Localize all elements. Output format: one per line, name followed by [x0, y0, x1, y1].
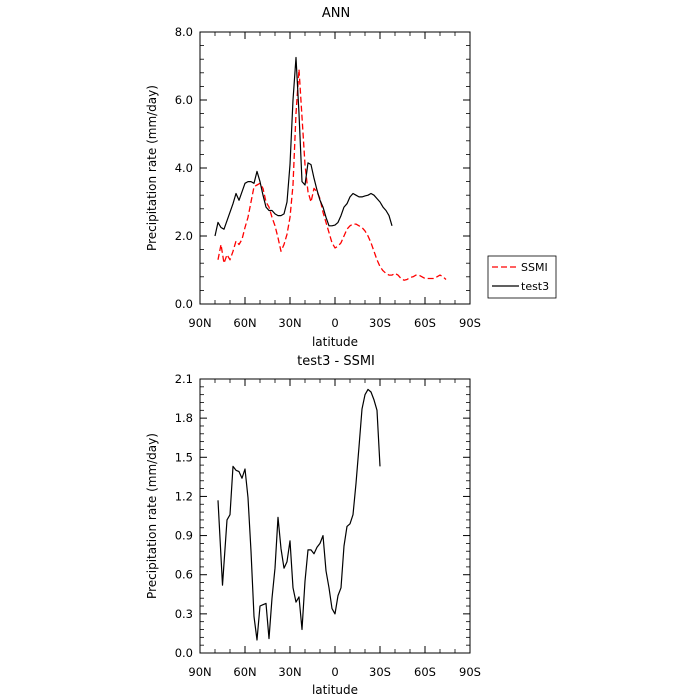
y-tick-label: 8.0 [175, 25, 193, 39]
y-tick-label: 2.1 [175, 372, 193, 386]
y-tick-label: 0.9 [175, 529, 193, 543]
y-axis-label: Precipitation rate (mm/day) [145, 85, 159, 251]
x-tick-label: 0 [331, 665, 338, 679]
axis-ticks: 90N 60N 30N 0 30S 60S 90S 0.0 2.0 4.0 6.0 8.0 [175, 25, 481, 330]
y-tick-label: 4.0 [175, 161, 193, 175]
series-line-ssmi [217, 68, 447, 281]
y-tick-label: 0.0 [175, 297, 193, 311]
x-tick-label: 30N [278, 316, 301, 330]
legend-label-ssmi: SSMI [521, 261, 548, 274]
axis-ticks: 90N 60N 30N 0 30S 60S 90S 0.0 0.3 0.6 0.9 1.2 1.5 1.8… [175, 372, 481, 679]
y-tick-label: 6.0 [175, 93, 193, 107]
x-tick-label: 90S [459, 316, 481, 330]
panel-difference: test3 - SSMI 90N 60N 30N 0 30S 60S 90S 0.0 0.3 0.… [145, 354, 481, 697]
series-line-series-0 [217, 388, 381, 641]
y-axis-label: Precipitation rate (mm/day) [145, 433, 159, 599]
x-tick-label: 90S [459, 665, 481, 679]
x-tick-label: 60N [233, 665, 256, 679]
legend-label-test3: test3 [521, 280, 549, 293]
y-tick-label: 0.6 [175, 568, 193, 582]
series-layer [217, 388, 381, 641]
y-tick-label: 1.2 [175, 489, 193, 503]
y-tick-label: 2.0 [175, 229, 193, 243]
x-tick-label: 90N [188, 665, 211, 679]
x-axis-label: latitude [312, 335, 358, 349]
x-axis-label: latitude [312, 683, 358, 697]
y-tick-label: 0.3 [175, 607, 193, 621]
x-tick-label: 90N [188, 316, 211, 330]
panel-annual: ANN 90N 60N 30N 0 30S 60S 90S 0.0 2.0 4.0 6.0 8.0 l… [145, 6, 557, 349]
x-tick-label: 30S [369, 665, 391, 679]
x-tick-label: 30N [278, 665, 301, 679]
x-tick-label: 30S [369, 316, 391, 330]
legend-box [487, 255, 557, 299]
x-tick-label: 60S [414, 665, 436, 679]
series-line-test3 [214, 56, 393, 237]
plot-frame [199, 31, 471, 305]
chart-title: ANN [322, 6, 350, 21]
x-tick-label: 60S [414, 316, 436, 330]
x-tick-label: 0 [331, 316, 338, 330]
y-tick-label: 1.5 [175, 450, 193, 464]
legend: SSMI test3 [487, 255, 557, 299]
y-tick-label: 1.8 [175, 411, 193, 425]
series-layer [214, 56, 447, 281]
chart-title: test3 - SSMI [297, 354, 375, 369]
y-tick-label: 0.0 [175, 646, 193, 660]
x-tick-label: 60N [233, 316, 256, 330]
